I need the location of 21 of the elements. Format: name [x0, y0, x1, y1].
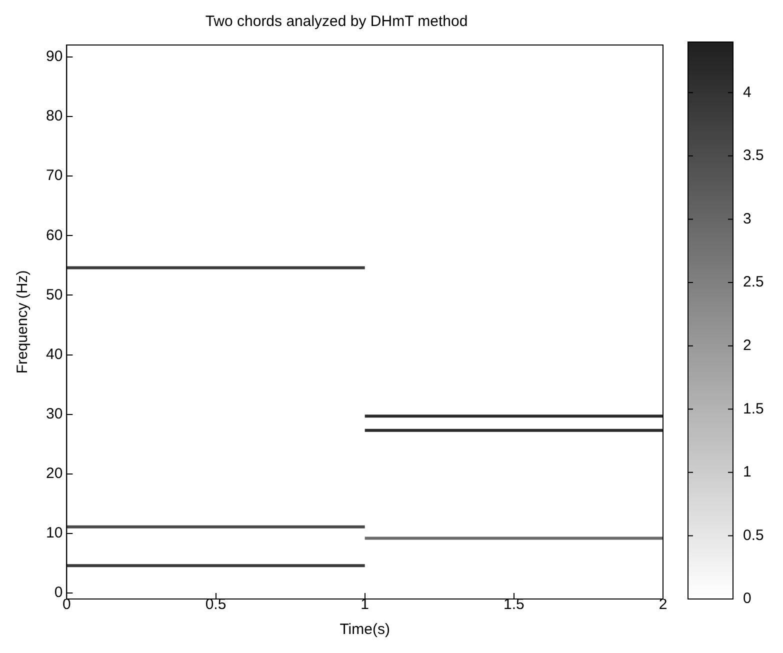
- color-bar-label: 0.5: [743, 526, 764, 544]
- color-bar-label: 2.5: [743, 274, 764, 291]
- y-tick-label: 50: [46, 286, 63, 304]
- y-tick-label: 20: [46, 465, 63, 482]
- color-bar-label: 1: [743, 464, 752, 481]
- y-tick-label: 30: [46, 405, 63, 422]
- y-tick-label: 80: [46, 108, 63, 125]
- y-tick-label: 90: [46, 48, 63, 66]
- color-bar-label: 3.5: [743, 147, 764, 164]
- chart-title: Two chords analyzed by DHmT method: [205, 13, 468, 30]
- y-tick-label: 0: [54, 584, 63, 602]
- color-bar-label: 4: [743, 84, 752, 101]
- y-tick-label: 40: [46, 346, 63, 363]
- color-bar-label: 3: [743, 210, 752, 228]
- y-tick-label: 70: [46, 167, 63, 184]
- x-axis-title: Time(s): [340, 621, 390, 638]
- y-tick-label: 10: [46, 524, 63, 542]
- color-bar-label: 1.5: [743, 400, 764, 418]
- y-tick-label: 60: [46, 226, 63, 244]
- color-bar-label: 2: [743, 336, 752, 354]
- y-axis-title: Frequency (Hz): [14, 270, 32, 374]
